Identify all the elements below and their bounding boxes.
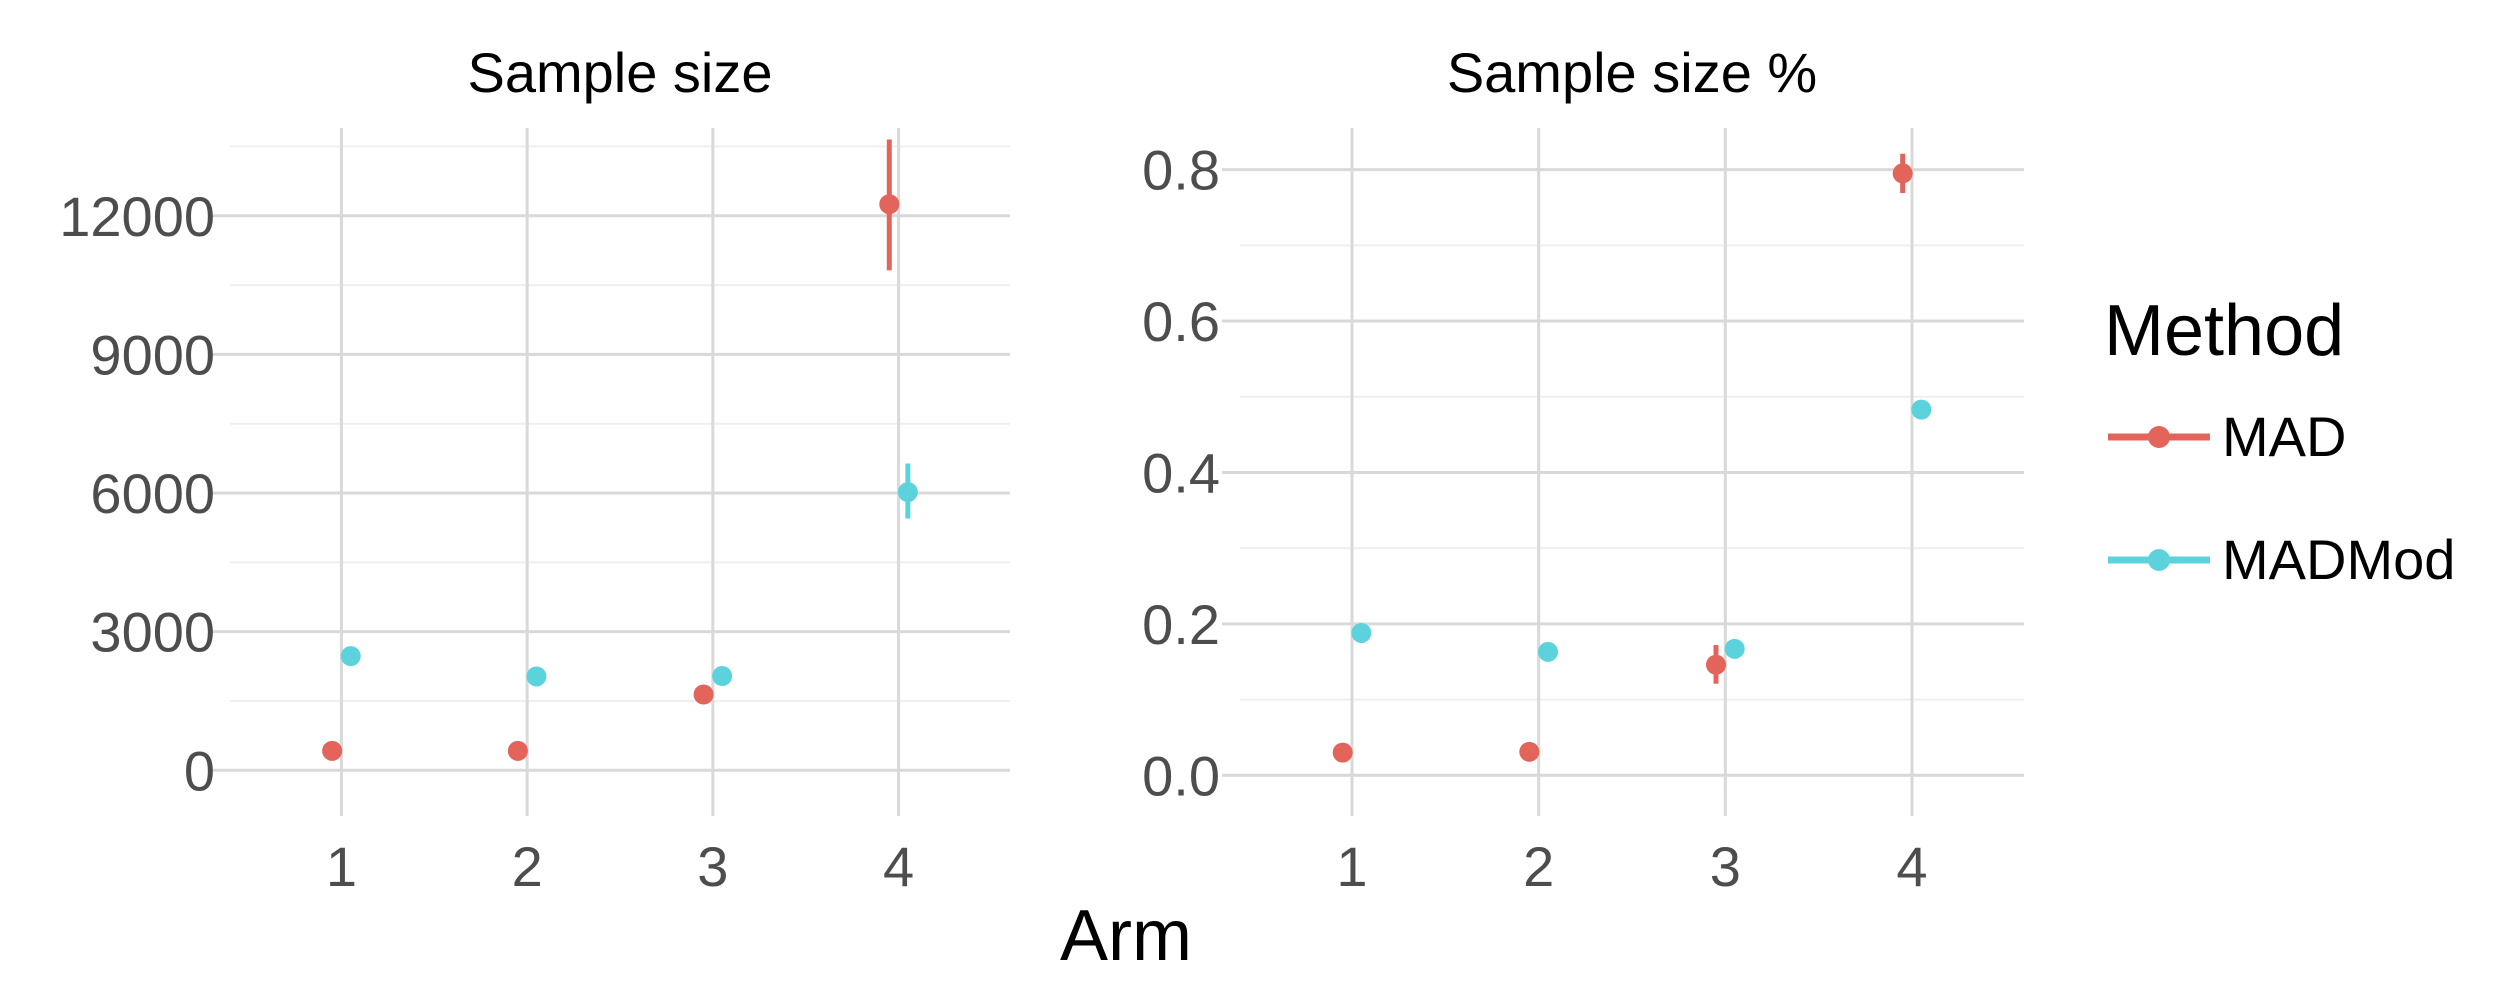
facet-title-sample-size-percent: Sample size %: [1447, 41, 1817, 104]
legend-key-mad-point: [2148, 426, 2170, 448]
data-point-mad: [879, 194, 900, 215]
data-point-madmod: [1911, 399, 1932, 420]
data-point-mad: [1706, 654, 1726, 675]
legend: Method MAD MADMod: [2104, 291, 2455, 591]
y-tick-label: 3000: [90, 601, 215, 664]
y-tick-label: 6000: [90, 462, 215, 525]
y-tick-label: 0: [184, 739, 215, 802]
data-point-madmod: [1538, 641, 1558, 662]
legend-item-madmod: MADMod: [2108, 528, 2455, 591]
y-tick-label: 0.8: [1142, 139, 1220, 202]
legend-label-madmod: MADMod: [2222, 528, 2455, 591]
legend-key-madmod-point: [2148, 549, 2170, 571]
y-tick-label: 0.4: [1142, 441, 1220, 504]
data-point-mad: [693, 684, 714, 705]
data-point-madmod: [1351, 622, 1372, 643]
y-tick-label: 12000: [59, 185, 215, 248]
data-point-madmod: [712, 666, 733, 687]
legend-label-mad: MAD: [2222, 405, 2346, 468]
data-point-mad: [1519, 741, 1540, 762]
x-tick-label: 1: [326, 835, 357, 898]
x-tick-label: 3: [1710, 835, 1741, 898]
facet-title-sample-size: Sample size: [467, 41, 772, 104]
y-tick-label: 0.0: [1142, 744, 1220, 807]
data-point-mad: [1892, 163, 1913, 184]
data-point-madmod: [526, 666, 547, 687]
y-tick-label: 0.2: [1142, 593, 1220, 656]
x-tick-label: 1: [1336, 835, 1367, 898]
panel-sample-size: 0 3000 6000 9000 12000 1 2 3 4: [59, 128, 1010, 898]
data-point-mad: [322, 740, 343, 761]
x-tick-label: 2: [512, 835, 543, 898]
y-tick-label: 0.6: [1142, 290, 1220, 353]
legend-title: Method: [2104, 291, 2344, 371]
x-tick-label: 3: [697, 835, 728, 898]
x-tick-label: 4: [883, 835, 914, 898]
x-tick-label: 2: [1523, 835, 1554, 898]
data-point-madmod: [340, 646, 361, 667]
y-tick-label: 9000: [90, 323, 215, 386]
data-point-madmod: [1724, 638, 1745, 659]
data-point-mad: [1332, 742, 1353, 763]
data-point-madmod: [897, 482, 918, 503]
data-point-mad: [507, 740, 528, 761]
legend-item-mad: MAD: [2108, 405, 2346, 468]
x-tick-label: 4: [1896, 835, 1927, 898]
x-axis-title: Arm: [1060, 896, 1192, 976]
panel-sample-size-percent: 0.0 0.2 0.4 0.6 0.8 1 2 3 4: [1142, 128, 2024, 898]
